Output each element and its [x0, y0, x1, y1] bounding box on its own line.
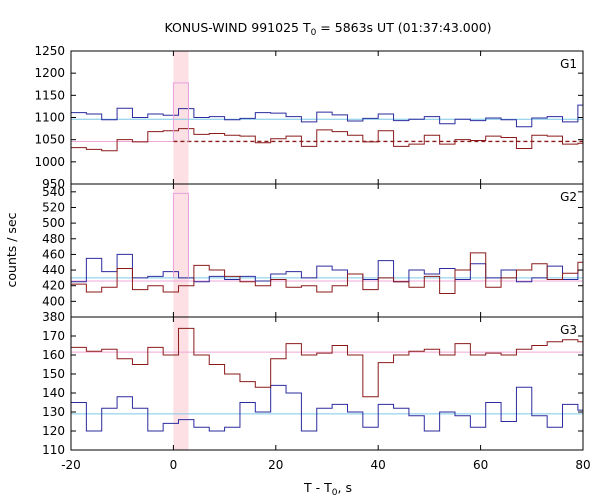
highlight-band: [173, 51, 189, 184]
blue-step-series: [71, 104, 583, 128]
x-tick-label: 60: [473, 458, 488, 472]
chart-title: KONUS-WIND 991025 T0 = 5863s UT (01:37:4…: [164, 20, 491, 38]
y-tick-label: 1000: [34, 155, 65, 169]
panel-frame: [70, 183, 584, 318]
red-step-series: [71, 128, 583, 152]
panel-g3: 110 120 130 140 150 160 170 G3: [42, 316, 584, 457]
x-tick-label: -20: [61, 458, 81, 472]
blue-step-series: [71, 384, 583, 432]
x-axis-label: T - T0, s: [303, 480, 352, 498]
y-tick-label: 380: [42, 310, 65, 324]
red-step-series: [71, 252, 583, 295]
x-tick-label: 40: [371, 458, 386, 472]
y-tick-label: 540: [42, 185, 65, 199]
pink-burst-step: [172, 82, 189, 142]
y-tick-label: 400: [42, 294, 65, 308]
y-tick-label: 110: [42, 443, 65, 457]
y-tick-label: 500: [42, 216, 65, 230]
y-tick-label: 460: [42, 247, 65, 261]
y-tick-label: 130: [42, 405, 65, 419]
y-tick-label: 150: [42, 367, 65, 381]
y-tick-label: 480: [42, 232, 65, 246]
blue-step-series: [71, 253, 583, 283]
y-tick-label: 1200: [34, 66, 65, 80]
highlight-band: [173, 317, 189, 450]
x-axis: -20 0 20 40 60 80: [61, 458, 590, 472]
highlight-band: [173, 184, 189, 317]
y-tick-label: 420: [42, 279, 65, 293]
x-tick-label: 0: [170, 458, 178, 472]
y-axis-label: counts / sec: [4, 212, 19, 287]
x-tick-label: 20: [268, 458, 283, 472]
y-tick-label: 1050: [34, 133, 65, 147]
y-tick-label: 950: [42, 177, 65, 191]
y-tick-label: 1250: [34, 44, 65, 58]
y-tick-label: 1100: [34, 111, 65, 125]
y-tick-label: 160: [42, 348, 65, 362]
panel-g1: 950 1000 1050 1100 1150 1200 1250 G1: [34, 44, 584, 191]
panel-label: G3: [560, 323, 577, 337]
y-tick-label: 1150: [34, 88, 65, 102]
y-tick-label: 440: [42, 263, 65, 277]
panel-label: G2: [560, 190, 577, 204]
panel-label: G1: [560, 57, 577, 71]
y-tick-label: 120: [42, 424, 65, 438]
y-tick-label: 520: [42, 200, 65, 214]
x-tick-label: 80: [575, 458, 590, 472]
y-tick-label: 140: [42, 386, 65, 400]
y-tick-label: 170: [42, 329, 65, 343]
panel-frame: [70, 316, 584, 451]
pink-burst-step: [172, 192, 189, 278]
red-step-series: [71, 327, 583, 398]
